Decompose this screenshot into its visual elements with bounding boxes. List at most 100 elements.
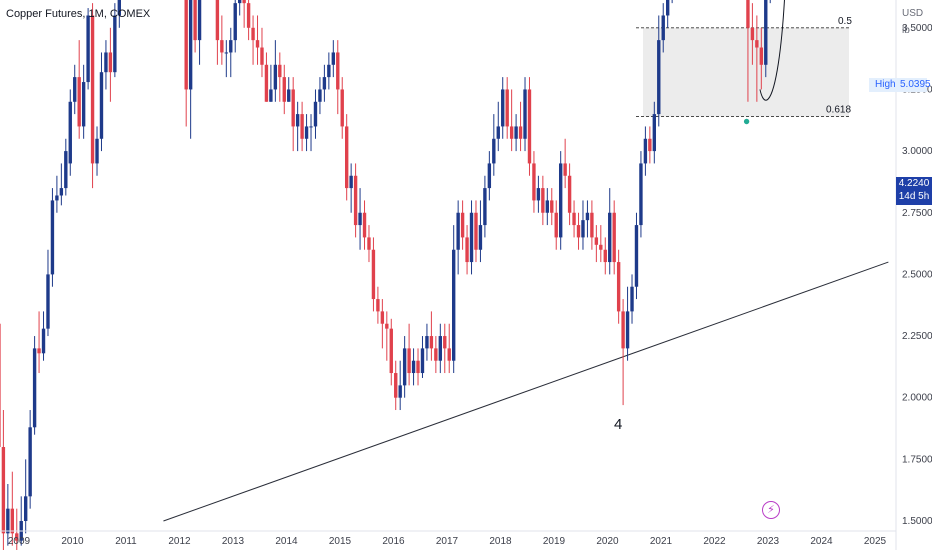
candle-body [483,188,487,226]
candle-body [411,360,416,374]
candle-body [41,328,46,354]
fib-level-label: 0.618 [826,105,851,116]
candle-body [10,508,15,534]
price-tick-label: 3.0000 [902,146,932,157]
currency-label[interactable]: USD [902,8,924,19]
time-tick-label: 2010 [61,536,84,547]
time-tick-label: 2012 [168,536,191,547]
candle-body [349,175,353,189]
candle-body [246,3,251,28]
candle-body [229,40,233,53]
bar-countdown: 14d 5h [898,191,930,202]
price-tick-label: 2.0000 [902,393,932,404]
high-badge: High 5.0395 [869,78,931,92]
candle-body [501,89,505,127]
price-tick-label: 2.2500 [902,331,932,342]
candle-body [73,77,77,102]
candle-body [358,212,362,226]
last-price-value: 4.2240 [898,178,930,189]
candle-body [260,47,264,65]
time-tick-label: 2013 [222,536,245,547]
high-badge-label: High [875,79,896,90]
candle-body [269,89,273,102]
candle-body [291,89,295,127]
candle-body [630,286,634,312]
candle-body [608,212,612,263]
candle-body [474,212,478,250]
candle-body [389,328,393,374]
candle-body [585,212,590,221]
candle-body [634,225,639,287]
candle-body [478,225,483,250]
candle-body [451,249,456,361]
candle-body [456,212,460,250]
candle-body [15,533,19,541]
candle-body [657,40,661,115]
candle-body [55,195,59,201]
candle-body [509,126,514,139]
candle-body [407,348,411,374]
candle-body [505,89,509,127]
candle-body [99,72,104,139]
candle-body [376,299,380,312]
fib-retracement-zone: 0.5 0.618 [636,16,852,117]
candle-body [104,52,108,73]
candle-body [282,77,286,102]
candle-body [394,373,398,398]
time-axis[interactable]: 2009 2010 2011 2012 2013 2014 2015 2016 2017 2018… [0,530,896,547]
unit-label: lb [902,25,910,36]
time-tick-label: 2019 [543,536,566,547]
candle-body [460,212,465,238]
candle-body [665,0,670,16]
candle-body [37,348,41,354]
candle-body [545,200,550,213]
candle-body [567,175,572,213]
time-tick-label: 2011 [115,536,137,547]
time-tick-label: 2014 [275,536,298,547]
candle-body [344,126,349,189]
candles [0,0,771,550]
trend-channel [163,261,889,522]
candle-body [224,52,229,54]
candle-body [447,348,451,361]
price-tick-label: 2.7500 [902,208,932,219]
candle-body [184,0,188,90]
fib-level-label: 0.5 [838,16,852,27]
candle-body [197,0,202,41]
candle-body [340,89,344,127]
candle-body [581,220,585,238]
candle-body [318,89,322,102]
candle-body [764,0,768,65]
time-tick-label: 2020 [596,536,619,547]
candle-body [193,0,197,41]
candle-body [295,114,300,127]
candle-body [220,40,224,53]
candle-body [746,0,750,28]
candle-body [242,0,246,4]
candle-body [108,52,113,73]
candle-body [336,52,340,90]
candle-body [81,82,86,127]
candle-body [90,15,95,164]
candle-body [536,188,541,201]
green-dot-marker [743,118,750,125]
candle-body [652,114,657,152]
candle-body [616,262,621,312]
time-tick-label: 2009 [8,536,31,547]
candle-body [385,323,389,329]
candle-body [233,3,237,41]
candle-body [532,163,536,201]
candle-body [487,163,492,189]
time-tick-label: 2015 [329,536,352,547]
candle-body [416,360,420,374]
candle-body [643,138,648,164]
candle-body [603,249,607,263]
candle-body [64,151,68,189]
candle-body [621,311,625,349]
lightning-icon[interactable]: ⚡ [762,501,780,519]
candle-body [572,212,576,226]
time-tick-label: 2021 [650,536,673,547]
candle-body [492,138,496,164]
time-tick-label: 2017 [436,536,459,547]
